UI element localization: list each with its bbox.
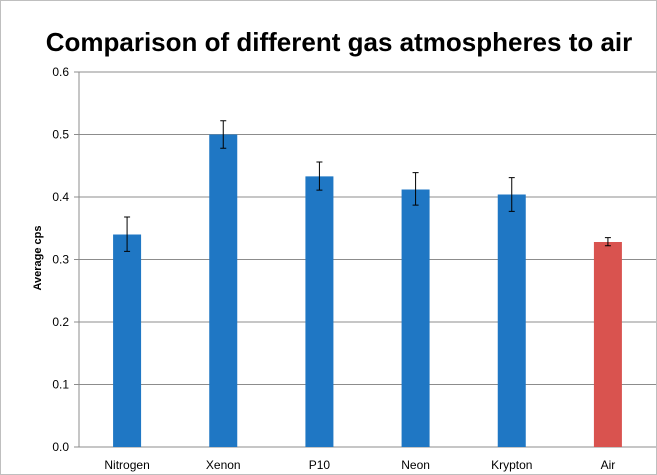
bar-krypton [497, 194, 526, 447]
chart-title: Comparison of different gas atmospheres … [46, 27, 633, 57]
bar-p10 [305, 176, 334, 447]
x-tick-label: Neon [401, 458, 430, 472]
y-tick-label: 0.0 [52, 440, 69, 454]
bars [113, 134, 622, 447]
x-tick-label: Air [601, 458, 616, 472]
bar-nitrogen [113, 234, 142, 447]
y-tick-label: 0.5 [52, 128, 69, 142]
x-tick-label: Nitrogen [104, 458, 149, 472]
axes [74, 71, 656, 448]
gridlines [79, 71, 656, 385]
bar-neon [401, 189, 430, 447]
tick-labels: 0.0 0.1 0.2 0.3 0.4 0.5 0.6 Nitrogen Xenon P10 Neo… [52, 65, 615, 472]
y-tick-label: 0.2 [52, 315, 69, 329]
error-bars [124, 120, 611, 252]
y-tick-label: 0.6 [52, 65, 69, 79]
y-tick-label: 0.3 [52, 253, 69, 267]
x-tick-label: Krypton [491, 458, 532, 472]
y-tick-label: 0.4 [52, 190, 69, 204]
x-tick-label: Xenon [206, 458, 241, 472]
error-bar-air [604, 237, 611, 247]
y-tick-label: 0.1 [52, 378, 69, 392]
error-bar-nitrogen [124, 216, 131, 252]
bar-air [593, 242, 622, 447]
error-bar-xenon [220, 120, 227, 149]
error-bar-neon [412, 172, 419, 206]
bar-xenon [209, 134, 238, 447]
x-tick-label: P10 [309, 458, 331, 472]
y-axis-label: Average cps [32, 225, 44, 290]
error-bar-krypton [508, 177, 515, 212]
error-bar-p10 [316, 161, 323, 191]
